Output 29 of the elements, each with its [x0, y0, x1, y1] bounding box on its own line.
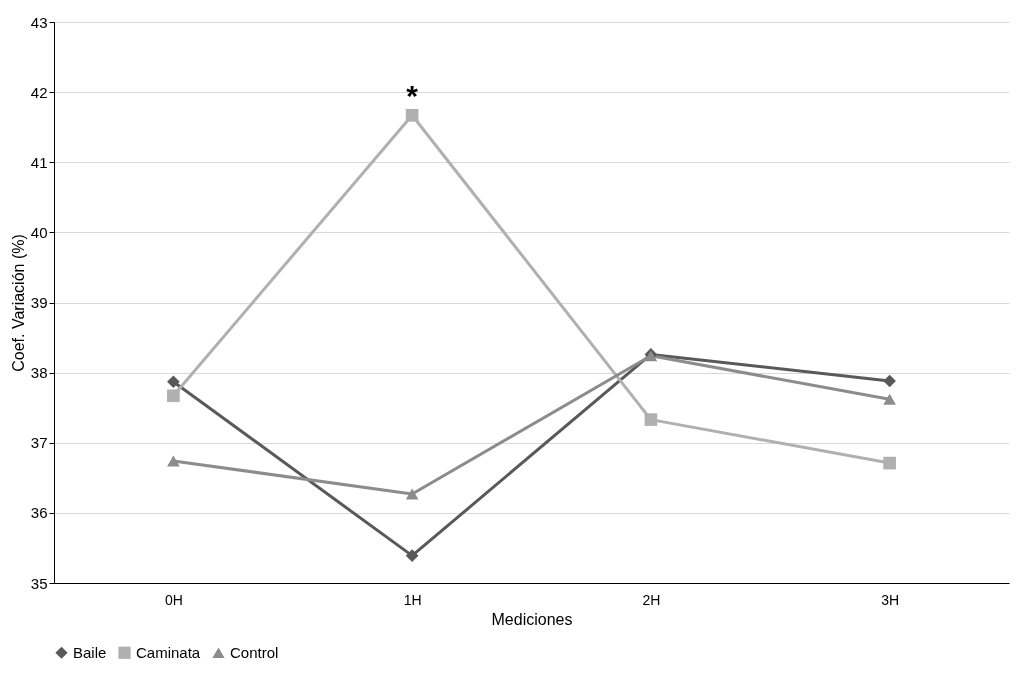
- legend-label: Control: [230, 643, 279, 661]
- y-tick-label: 41: [30, 153, 48, 171]
- y-tick-label: 42: [30, 83, 48, 101]
- point: [167, 455, 180, 467]
- point: [167, 389, 180, 403]
- point: [405, 549, 419, 562]
- point: [883, 456, 896, 470]
- y-tick-label: 38: [30, 364, 48, 382]
- point: [644, 413, 658, 426]
- y-axis-title: Coef. Variación (%): [9, 234, 27, 372]
- point: [883, 374, 896, 388]
- x-tick-label: 3H: [881, 591, 900, 608]
- y-tick-label: 40: [30, 223, 48, 241]
- annotation: *: [406, 79, 419, 113]
- y-tick-label: 39: [30, 294, 48, 311]
- y-tick-label: 35: [30, 574, 48, 592]
- x-tick-label: 1H: [403, 591, 422, 608]
- point: [405, 108, 419, 122]
- point: [405, 488, 419, 500]
- point: [883, 393, 896, 405]
- y-tick-label: 36: [30, 504, 48, 522]
- x-axis-title: Mediciones: [491, 610, 573, 628]
- x-tick-label: 2H: [642, 591, 661, 608]
- y-tick-label: 43: [30, 13, 48, 31]
- y-tick-label: 37: [30, 434, 48, 452]
- x-tick-label: 0H: [164, 591, 183, 608]
- legend-label: Baile: [73, 643, 107, 661]
- point: [167, 375, 180, 389]
- legend-label: Caminata: [136, 643, 201, 661]
